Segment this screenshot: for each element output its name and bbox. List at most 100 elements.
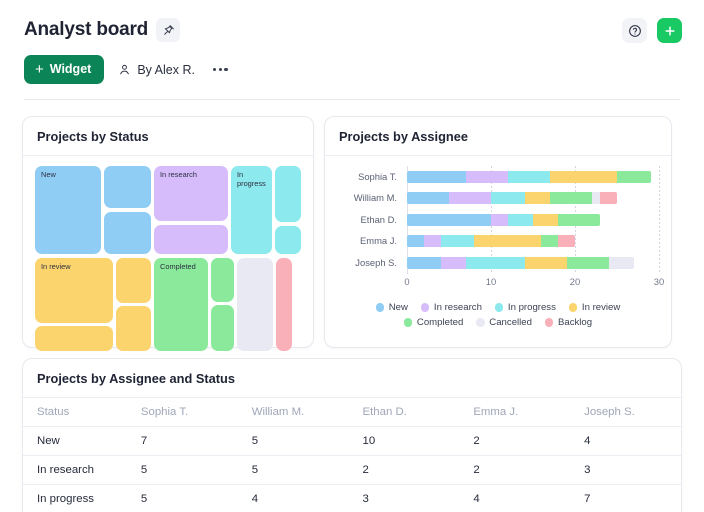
- legend-swatch: [476, 318, 485, 327]
- treemap-tile[interactable]: [211, 258, 234, 302]
- widget-title: Projects by Assignee and Status: [37, 371, 235, 386]
- gridline: [659, 166, 660, 274]
- treemap-tile[interactable]: [104, 212, 151, 254]
- bar-segment[interactable]: [541, 235, 559, 247]
- treemap-tile[interactable]: [116, 258, 151, 303]
- widget-body: New In research In progress In review Comple…: [23, 156, 313, 363]
- treemap-tile[interactable]: [154, 225, 228, 254]
- treemap-tile[interactable]: [116, 306, 151, 351]
- treemap-tile[interactable]: [237, 258, 273, 351]
- treemap-tile-label: In research: [160, 170, 197, 179]
- bar-segment[interactable]: [558, 213, 601, 226]
- bar-segment[interactable]: [491, 192, 525, 204]
- table-column-header[interactable]: William M.: [237, 398, 349, 427]
- bar-segment[interactable]: [465, 170, 508, 183]
- widget-projects-by-assignee-and-status[interactable]: Projects by Assignee and Status Status So…: [22, 358, 682, 512]
- legend-item[interactable]: New: [375, 302, 408, 313]
- pin-button[interactable]: [156, 18, 181, 42]
- table-head: Status Sophia T. William M. Ethan D. Emma J.…: [23, 398, 681, 427]
- bar-segment[interactable]: [407, 235, 424, 247]
- treemap-tile[interactable]: [275, 166, 301, 222]
- legend-item[interactable]: Backlog: [544, 317, 592, 328]
- bar-segment[interactable]: [558, 235, 575, 247]
- legend-item[interactable]: In research: [420, 302, 482, 313]
- table-column-header[interactable]: Status: [23, 398, 127, 427]
- plus-icon: +: [35, 61, 44, 78]
- bar-segment[interactable]: [449, 192, 491, 204]
- bar-segment[interactable]: [524, 192, 550, 204]
- table-cell: 7: [126, 426, 238, 456]
- table-cell: 3: [348, 484, 460, 512]
- legend-item[interactable]: Cancelled: [476, 317, 532, 328]
- board-author[interactable]: By Alex R.: [118, 63, 195, 77]
- legend-item[interactable]: In review: [568, 302, 621, 313]
- add-widget-button[interactable]: + Widget: [24, 55, 105, 84]
- table-column-header[interactable]: Ethan D.: [348, 398, 460, 427]
- bar-segment[interactable]: [440, 256, 466, 269]
- bar-segment[interactable]: [440, 235, 475, 247]
- bar-segment[interactable]: [407, 192, 449, 204]
- legend-label: In research: [433, 302, 482, 313]
- legend-item[interactable]: Completed: [403, 317, 463, 328]
- treemap-tile[interactable]: Completed: [154, 258, 208, 351]
- bar-segment[interactable]: [407, 256, 441, 269]
- bar-segment[interactable]: [524, 256, 567, 269]
- treemap-tile[interactable]: In progress: [231, 166, 272, 254]
- table-row[interactable]: New 7 5 10 2 4: [23, 426, 681, 456]
- y-axis-tick-label: William M.: [353, 192, 397, 203]
- legend-label: In review: [581, 302, 621, 313]
- table-row[interactable]: In progress 5 4 3 4 7: [23, 484, 681, 512]
- bar-segment[interactable]: [407, 170, 466, 183]
- stacked-bar-chart[interactable]: Sophia T. William M. Ethan D. Emma J. Joseph…: [337, 166, 664, 298]
- bar-segment[interactable]: [549, 192, 592, 204]
- treemap-tile[interactable]: [275, 226, 301, 254]
- widget-projects-by-status[interactable]: Projects by Status New In research In prog…: [22, 116, 314, 351]
- treemap-tile[interactable]: New: [35, 166, 101, 254]
- treemap-tile-label: In progress: [237, 170, 266, 189]
- bar-segment[interactable]: [407, 213, 491, 226]
- treemap-tile[interactable]: [276, 258, 292, 351]
- legend-item[interactable]: In progress: [494, 302, 556, 313]
- widget-title: Projects by Assignee: [339, 129, 468, 144]
- pin-icon: [163, 24, 174, 35]
- treemap-tile[interactable]: In review: [35, 258, 113, 323]
- table-column-header[interactable]: Emma J.: [459, 398, 571, 427]
- table-row[interactable]: In research 5 5 2 2 3: [23, 455, 681, 485]
- bar-stack[interactable]: [407, 192, 617, 204]
- table-cell: 4: [459, 484, 571, 512]
- bar-segment[interactable]: [608, 256, 634, 269]
- treemap-chart[interactable]: New In research In progress In review Comple…: [35, 166, 301, 351]
- bar-segment[interactable]: [591, 192, 601, 204]
- treemap-tile[interactable]: In research: [154, 166, 228, 221]
- bar-segment[interactable]: [566, 256, 609, 269]
- bar-segment[interactable]: [423, 235, 441, 247]
- data-table: Status Sophia T. William M. Ethan D. Emma J.…: [23, 398, 681, 512]
- bar-stack[interactable]: [407, 213, 601, 226]
- bar-segment[interactable]: [549, 170, 617, 183]
- treemap-tile[interactable]: [35, 326, 113, 351]
- add-button[interactable]: [657, 18, 682, 43]
- bar-stack[interactable]: [407, 170, 651, 183]
- widget-header: Projects by Assignee and Status: [23, 359, 681, 398]
- widget-projects-by-assignee[interactable]: Projects by Assignee Sophia T. William M.…: [324, 116, 672, 348]
- bar-segment[interactable]: [474, 235, 542, 247]
- legend-swatch: [375, 303, 385, 312]
- bar-segment[interactable]: [532, 213, 559, 226]
- legend-label: Cancelled: [489, 317, 532, 328]
- bar-segment[interactable]: [465, 256, 525, 269]
- bar-segment[interactable]: [507, 170, 550, 183]
- bar-segment[interactable]: [600, 192, 617, 204]
- bar-stack[interactable]: [407, 256, 634, 269]
- bar-segment[interactable]: [616, 170, 651, 183]
- help-button[interactable]: [622, 18, 647, 43]
- table-column-header[interactable]: Sophia T.: [126, 398, 238, 427]
- bar-segment[interactable]: [507, 213, 533, 226]
- bar-segment[interactable]: [491, 213, 508, 226]
- bar-stack[interactable]: [407, 235, 575, 247]
- widget-body: Sophia T. William M. Ethan D. Emma J. Joseph…: [325, 156, 671, 340]
- x-axis-tick-label: 0: [404, 276, 410, 287]
- treemap-tile[interactable]: [104, 166, 151, 208]
- treemap-tile[interactable]: [211, 305, 234, 351]
- more-options-button[interactable]: [209, 62, 232, 77]
- table-column-header[interactable]: Joseph S.: [570, 398, 681, 427]
